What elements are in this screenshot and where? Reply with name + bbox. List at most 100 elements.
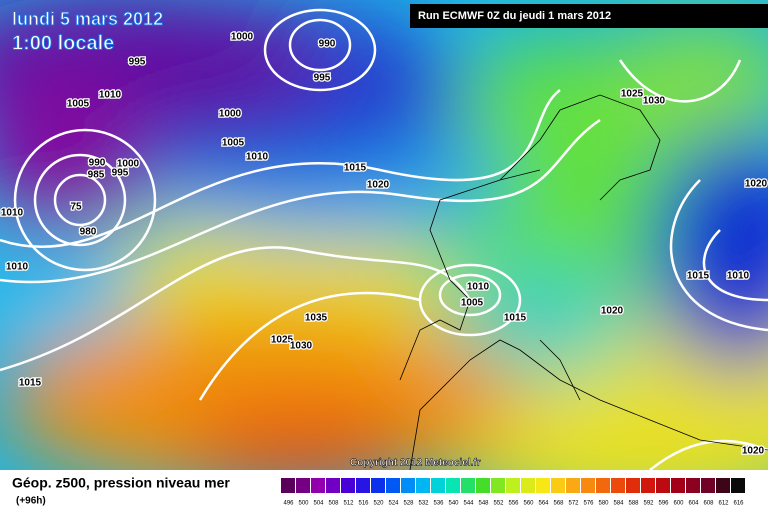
isobar-label: 995 <box>112 168 129 179</box>
scale-swatch <box>716 478 730 493</box>
scale-label: 588 <box>628 501 639 507</box>
isobar-label: 1030 <box>643 96 666 107</box>
scale-swatch <box>551 478 565 493</box>
scale-swatch <box>731 478 745 493</box>
scale-label: 552 <box>493 501 504 507</box>
isobar-label: 1035 <box>305 313 328 324</box>
scale-label: 576 <box>583 501 594 507</box>
isobar-label: 1010 <box>1 208 24 219</box>
isobar-label: 985 <box>88 170 105 181</box>
isobar-label: 1005 <box>461 298 484 309</box>
scale-label: 584 <box>613 501 624 507</box>
isobar-label: 1010 <box>99 90 122 101</box>
isobar-label: 1020 <box>742 446 765 457</box>
isobar-label: 1010 <box>467 282 490 293</box>
scale-swatch <box>341 478 355 493</box>
scale-swatch <box>281 478 295 493</box>
isobar-label: 1000 <box>117 159 140 170</box>
scale-swatch <box>491 478 505 493</box>
scale-swatch <box>311 478 325 493</box>
scale-swatch <box>506 478 520 493</box>
isobar-label: 1015 <box>344 163 367 174</box>
color-scale: 496 500 504 508 512 516 520 524 528 532 536 540 544 5… <box>281 478 745 507</box>
scale-swatch <box>371 478 385 493</box>
scale-swatch <box>596 478 610 493</box>
isobar-label: 1010 <box>6 262 29 273</box>
scale-label: 524 <box>388 501 399 507</box>
scale-swatch <box>626 478 640 493</box>
scale-label: 568 <box>553 501 564 507</box>
scale-swatch <box>566 478 580 493</box>
isobars <box>0 8 768 470</box>
scale-label: 616 <box>733 501 744 507</box>
isobar-label: 1005 <box>222 138 245 149</box>
isobar-label: 1015 <box>687 271 710 282</box>
scale-label: 516 <box>358 501 369 507</box>
isobar-label: 1020 <box>367 180 390 191</box>
isobar-label: 1025 <box>621 89 644 100</box>
isobar-label: 1030 <box>290 341 313 352</box>
scale-swatch <box>461 478 475 493</box>
scale-label: 600 <box>673 501 684 507</box>
scale-swatch <box>386 478 400 493</box>
isobar-label: 1000 <box>231 32 254 43</box>
scale-label: 612 <box>718 501 729 507</box>
copyright: Copyright 2012 Meteociel.fr <box>350 458 481 469</box>
isobar-label: 980 <box>80 227 97 238</box>
scale-swatch <box>431 478 445 493</box>
scale-label: 604 <box>688 501 699 507</box>
forecast-time: 1:00 locale <box>12 32 114 54</box>
scale-label: 496 <box>283 501 294 507</box>
scale-swatch <box>611 478 625 493</box>
isobar-label: 75 <box>70 202 82 213</box>
scale-swatch <box>581 478 595 493</box>
scale-swatch <box>401 478 415 493</box>
isobar-label: 990 <box>319 39 336 50</box>
scale-label: 608 <box>703 501 714 507</box>
scale-swatch <box>416 478 430 493</box>
scale-swatch <box>656 478 670 493</box>
isobar-label: 1015 <box>19 378 42 389</box>
scale-swatch <box>686 478 700 493</box>
scale-label: 520 <box>373 501 384 507</box>
isobar-label: 990 <box>89 158 106 169</box>
scale-swatch <box>701 478 715 493</box>
scale-label: 536 <box>433 501 444 507</box>
scale-swatch <box>326 478 340 493</box>
run-info: Run ECMWF 0Z du jeudi 1 mars 2012 <box>418 10 611 22</box>
map-title: Géop. z500, pression niveau mer <box>12 475 230 491</box>
isobar-label: 995 <box>314 73 331 84</box>
scale-label: 532 <box>418 501 429 507</box>
scale-swatch <box>446 478 460 493</box>
scale-swatch <box>296 478 310 493</box>
scale-swatch <box>476 478 490 493</box>
scale-label: 596 <box>658 501 669 507</box>
isobar-label: 1020 <box>601 306 624 317</box>
isobar-label: 1020 <box>745 179 768 190</box>
scale-label: 564 <box>538 501 549 507</box>
lead-time: (+96h) <box>16 496 46 507</box>
isobar-label: 1005 <box>67 99 90 110</box>
coastlines <box>399 94 768 470</box>
scale-swatch <box>356 478 370 493</box>
isobar-label: 1010 <box>727 271 750 282</box>
isobar-label: 1000 <box>219 109 242 120</box>
scale-swatch <box>641 478 655 493</box>
scale-label: 504 <box>313 501 324 507</box>
scale-label: 548 <box>478 501 489 507</box>
scale-label: 544 <box>463 501 474 507</box>
scale-label: 592 <box>643 501 654 507</box>
scale-label: 560 <box>523 501 534 507</box>
scale-swatch <box>536 478 550 493</box>
isobar-label: 1015 <box>504 313 527 324</box>
scale-label: 572 <box>568 501 579 507</box>
scale-label: 580 <box>598 501 609 507</box>
scale-label: 512 <box>343 501 354 507</box>
scale-label: 500 <box>298 501 309 507</box>
isobar-label: 1025 <box>271 335 294 346</box>
scale-swatch <box>521 478 535 493</box>
isobar-label: 1010 <box>246 152 269 163</box>
